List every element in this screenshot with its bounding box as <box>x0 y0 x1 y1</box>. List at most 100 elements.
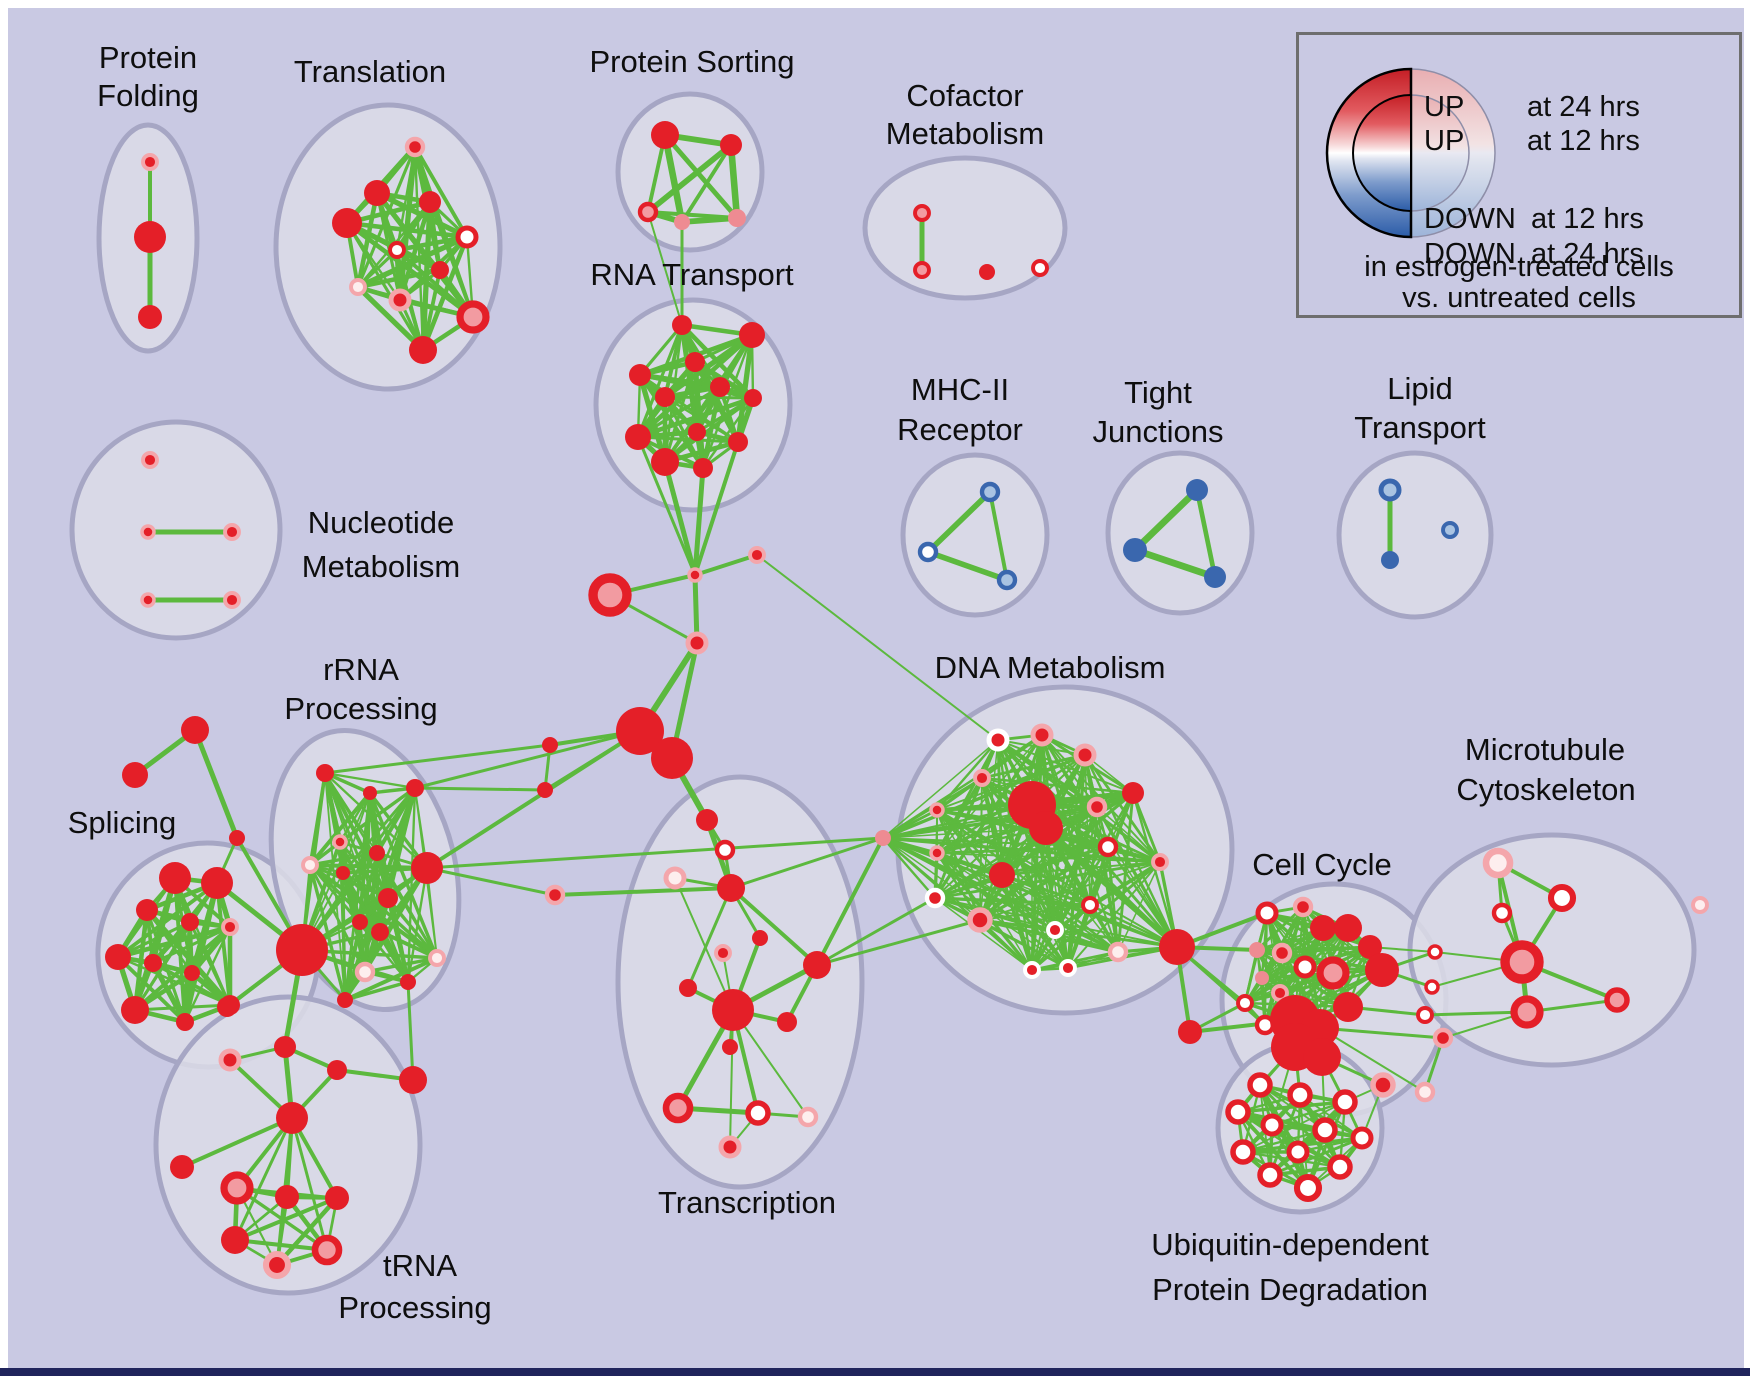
network-node <box>159 862 191 894</box>
network-edge <box>979 904 1091 921</box>
network-node <box>1081 896 1099 914</box>
cluster-label-cell-cycle: Cell Cycle <box>1252 847 1392 882</box>
network-edge <box>735 332 755 445</box>
network-edge <box>233 1238 329 1252</box>
network-edge <box>150 960 188 1025</box>
network-edge <box>701 333 754 470</box>
cluster-label-cofactor-metabolism: Metabolism <box>886 116 1045 151</box>
network-edge <box>935 826 1048 855</box>
network-node <box>777 1012 797 1032</box>
network-edge <box>1268 1136 1364 1177</box>
network-node <box>1247 1072 1273 1098</box>
network-edge <box>988 490 1009 582</box>
network-node <box>400 974 416 990</box>
network-node <box>371 923 389 941</box>
network-node <box>311 1234 343 1266</box>
network-edge <box>290 1116 329 1252</box>
network-edge <box>1241 1128 1327 1154</box>
network-edge <box>308 791 372 867</box>
network-node <box>220 1171 254 1205</box>
network-edge <box>368 791 439 960</box>
network-node <box>679 979 697 997</box>
network-node <box>1427 944 1443 960</box>
cluster-ellipse-mhc-ii-receptor <box>900 452 1050 618</box>
network-node <box>388 288 412 312</box>
network-edge <box>1175 945 1267 1027</box>
network-node <box>121 996 149 1024</box>
network-edge <box>936 806 1098 854</box>
network-node <box>913 261 931 279</box>
network-edge <box>1243 948 1259 1005</box>
legend-down-12-label: DOWN <box>1424 203 1516 235</box>
network-node <box>1186 479 1208 501</box>
network-edge <box>933 860 1162 900</box>
network-node <box>1097 836 1119 858</box>
network-node <box>967 907 993 933</box>
network-edge <box>881 805 1099 840</box>
network-edge <box>192 727 240 841</box>
network-node <box>221 1226 249 1254</box>
network-node <box>274 1036 296 1058</box>
network-node <box>1547 883 1577 913</box>
network-node <box>588 573 632 617</box>
network-edge <box>635 395 756 440</box>
cluster-label-nucleotide-metabolism: Nucleotide <box>308 505 454 540</box>
network-node <box>223 591 241 609</box>
network-edge <box>727 141 741 222</box>
network-edge <box>233 1196 339 1242</box>
network-node <box>745 1100 771 1126</box>
network-node <box>1491 902 1513 924</box>
network-node <box>637 201 659 223</box>
network-edge <box>115 924 233 960</box>
network-edge <box>693 440 740 577</box>
network-node <box>1303 1038 1341 1076</box>
network-edge <box>980 753 1087 780</box>
network-node <box>325 1186 349 1210</box>
network-edge <box>686 886 733 990</box>
network-node <box>1073 743 1097 767</box>
network-node <box>176 1013 194 1031</box>
network-node <box>337 992 353 1008</box>
network-node <box>1691 896 1709 914</box>
network-node <box>141 451 159 469</box>
network-edge <box>647 211 683 326</box>
network-edge <box>815 836 885 967</box>
legend-down-24-label: DOWN <box>1424 238 1516 270</box>
network-edge <box>1423 1010 1529 1017</box>
network-node <box>332 834 348 850</box>
network-node <box>739 322 765 348</box>
network-node <box>663 866 687 890</box>
cluster-ellipse-microtubule-cytoskeleton <box>1407 832 1697 1068</box>
network-node <box>406 779 424 797</box>
network-edge <box>662 459 698 578</box>
network-node <box>989 862 1015 888</box>
network-node <box>717 874 745 902</box>
network-edge <box>729 1009 734 1148</box>
cluster-ellipse-lipid-transport <box>1336 450 1494 620</box>
network-node <box>456 300 490 334</box>
network-node <box>803 951 831 979</box>
network-node <box>688 423 706 441</box>
network-node <box>797 1106 819 1128</box>
network-edge <box>881 808 939 840</box>
network-node <box>221 918 239 936</box>
network-node <box>655 387 675 407</box>
network-node <box>276 924 328 976</box>
network-node <box>217 997 237 1017</box>
network-node <box>1500 940 1544 984</box>
network-edge <box>815 896 937 967</box>
network-node <box>1236 994 1254 1012</box>
network-edge <box>344 220 476 320</box>
network-node <box>718 1135 742 1159</box>
cluster-label-dna-metabolism: DNA Metabolism <box>935 650 1166 685</box>
network-edge <box>979 919 1069 969</box>
network-node <box>105 944 131 970</box>
legend-right-inner-half <box>1410 94 1470 212</box>
network-node <box>1255 901 1279 925</box>
network-node <box>685 631 709 655</box>
network-edge <box>1106 845 1179 949</box>
network-node <box>1293 1173 1323 1203</box>
network-edge <box>308 851 379 867</box>
network-edge <box>343 980 410 1002</box>
network-node <box>229 830 245 846</box>
